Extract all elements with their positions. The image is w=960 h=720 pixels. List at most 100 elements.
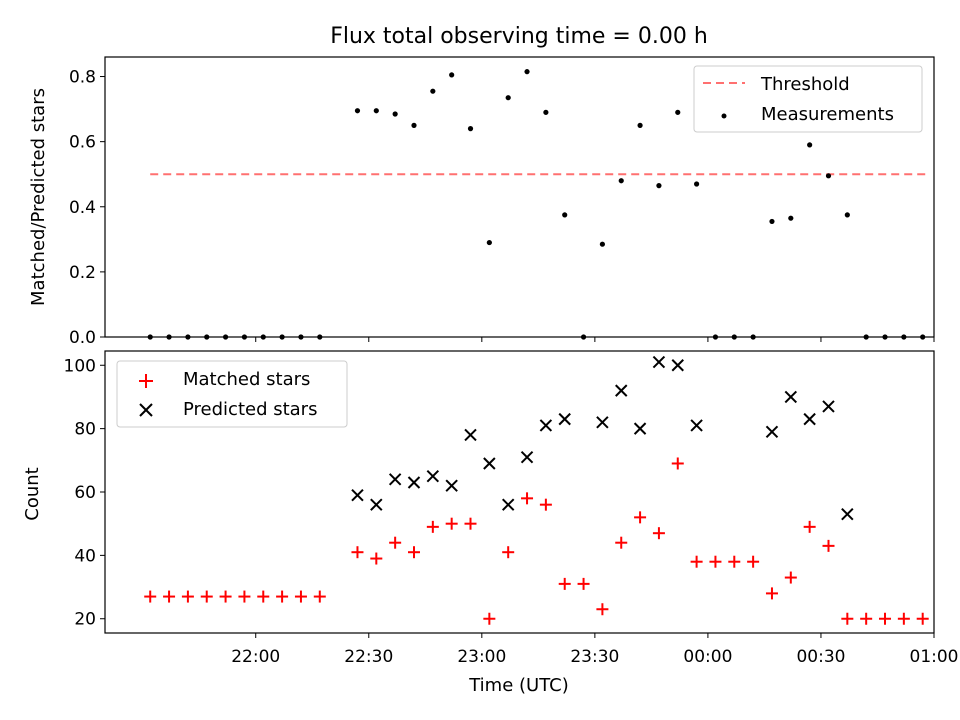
matched-stars-point — [897, 612, 910, 625]
measurements-point — [543, 109, 549, 115]
measurements-point — [656, 183, 662, 189]
matched-stars-point — [709, 555, 722, 568]
matched-legend-label: Matched stars — [183, 369, 310, 390]
top-axes-frame — [104, 56, 935, 338]
predicted-stars-point — [822, 400, 835, 413]
matched-stars-point — [690, 555, 703, 568]
measurements-legend-swatch — [721, 113, 727, 119]
measurements-point — [675, 109, 681, 115]
measurements-point — [844, 212, 850, 218]
matched-stars-point — [841, 612, 854, 625]
measurements-point — [599, 241, 606, 247]
matched-stars-point — [671, 457, 684, 470]
matched-stars-point — [294, 590, 307, 603]
matched-stars-point — [521, 492, 534, 505]
bottom-legend: Matched stars Predicted stars — [116, 360, 348, 428]
measurements-point — [392, 111, 398, 117]
measurements-point — [807, 142, 813, 148]
matched-stars-point — [200, 590, 213, 603]
matched-stars-point — [219, 590, 232, 603]
predicted-legend-label: Predicted stars — [183, 399, 317, 420]
measurements-point — [694, 181, 700, 187]
measurements-point — [449, 72, 455, 78]
measurements-point — [825, 173, 832, 179]
predicted-stars-point — [501, 498, 515, 511]
matched-stars-point — [879, 612, 892, 625]
matched-stars-point — [728, 555, 741, 568]
predicted-stars-point — [351, 488, 364, 502]
matched-stars-point — [765, 587, 778, 600]
predicted-stars-point — [633, 422, 647, 435]
x-tick-label: 22:30 — [344, 647, 393, 667]
predicted-stars-point — [615, 384, 628, 397]
matched-stars-point — [181, 590, 194, 603]
predicted-stars-point — [520, 450, 534, 464]
measurements-point — [524, 69, 530, 75]
x-tick-label: 00:30 — [796, 647, 845, 667]
predicted-stars-point — [483, 457, 496, 470]
matched-legend-swatch — [139, 374, 153, 388]
top-y-tick-label: 0.6 — [69, 133, 96, 153]
matched-stars-point — [784, 571, 797, 584]
predicted-stars-point — [464, 428, 477, 442]
top-chart-title: Flux total observing time = 0.00 h — [330, 24, 708, 49]
measurements-point — [467, 126, 474, 132]
matched-stars-point — [615, 536, 628, 549]
x-tick-label: 00:00 — [683, 647, 732, 667]
matched-stars-point — [596, 603, 609, 616]
matched-stars-point — [257, 590, 270, 603]
bottom-y-axis-label: Count — [22, 467, 43, 520]
measurements-point — [354, 108, 361, 114]
top-legend: Threshold Measurements — [693, 65, 923, 133]
top-y-tick-label: 0.8 — [69, 68, 96, 88]
predicted-stars-point — [596, 416, 609, 429]
x-tick-label: 23:00 — [457, 647, 506, 667]
bottom-y-tick-label: 20 — [74, 610, 96, 630]
predicted-stars-point — [652, 355, 666, 369]
predicted-stars-point — [784, 390, 798, 404]
matched-stars-point — [389, 536, 402, 549]
matched-stars-point — [634, 511, 647, 524]
matched-stars-point — [426, 520, 439, 533]
matched-stars-point — [464, 517, 477, 530]
top-y-tick-label: 0.0 — [69, 328, 96, 348]
threshold-legend-label: Threshold — [760, 74, 850, 95]
x-tick-label: 22:00 — [231, 647, 280, 667]
measurements-point — [505, 95, 511, 101]
predicted-stars-point — [388, 473, 402, 486]
predicted-stars-point — [539, 419, 553, 432]
matched-stars-point — [577, 577, 590, 590]
matched-stars-point — [407, 546, 420, 559]
matched-stars-point — [822, 539, 835, 552]
predicted-stars-point — [426, 469, 440, 483]
bottom-plot-area: 20 40 60 80 100 22:00 22:30 23:00 23:30 00:00 00:3… — [64, 350, 959, 667]
matched-stars-point — [803, 520, 816, 533]
predicted-stars-point — [803, 412, 816, 426]
matched-stars-point — [916, 612, 929, 625]
measurements-legend-label: Measurements — [761, 104, 894, 125]
bottom-y-tick-label: 80 — [74, 420, 96, 440]
matched-stars-point — [370, 552, 383, 565]
top-y-axis-label: Matched/Predicted stars — [28, 88, 49, 306]
matched-stars-point — [238, 590, 251, 603]
matched-stars-point — [351, 546, 364, 559]
bottom-y-tick-label: 40 — [74, 546, 96, 566]
top-y-tick-label: 0.4 — [69, 198, 96, 218]
predicted-stars-point — [407, 476, 421, 489]
matched-stars-point — [747, 555, 760, 568]
predicted-stars-point — [765, 425, 779, 439]
measurements-point — [430, 88, 436, 94]
predicted-stars-point — [841, 507, 854, 521]
predicted-stars-point — [558, 412, 571, 426]
measurements-point — [373, 108, 379, 114]
bottom-axes-frame — [104, 350, 935, 634]
matched-stars-point — [445, 517, 458, 530]
top-legend-box — [693, 65, 923, 133]
measurements-point — [788, 215, 794, 221]
measurements-point — [411, 122, 417, 128]
predicted-stars-point — [445, 479, 458, 492]
x-tick-label: 23:30 — [570, 647, 619, 667]
measurements-point — [769, 218, 775, 225]
matched-stars-point — [313, 590, 326, 603]
